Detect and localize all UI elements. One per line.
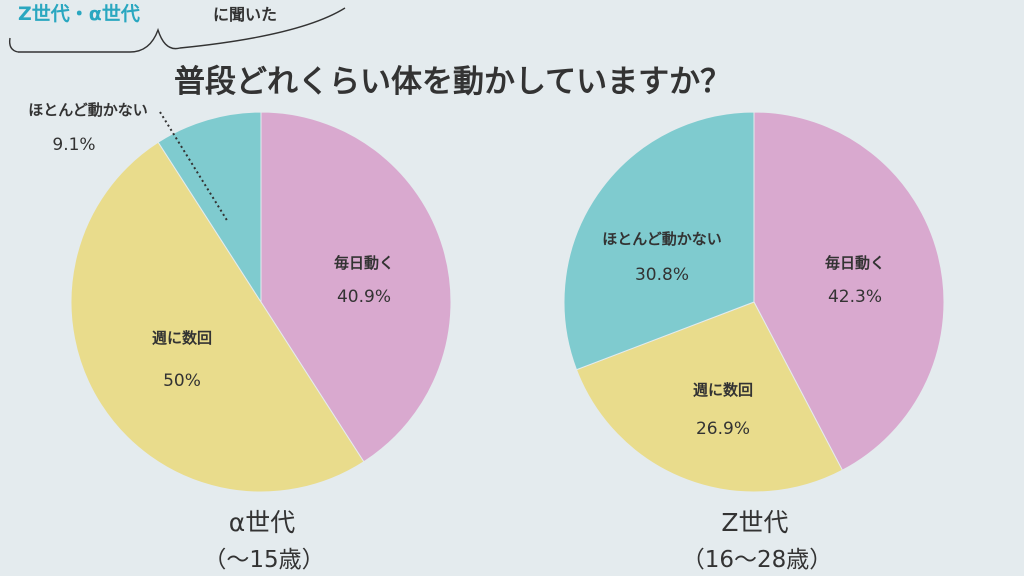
header-tag: Z世代・α世代 に聞いた: [8, 3, 346, 53]
slice-value: 30.8%: [635, 265, 689, 285]
slice-value: 26.9%: [696, 419, 750, 439]
group-sub-alpha: （〜15歳）: [203, 547, 324, 573]
page-title: 普段どれくらい体を動かしていますか？: [174, 64, 731, 100]
slice-label: 毎日動く: [334, 254, 394, 272]
slice-daily: [753, 111, 945, 471]
slice-label: ほとんど動かない: [28, 101, 148, 119]
slice-label: 週に数回: [152, 329, 212, 347]
slice-label: 毎日動く: [825, 254, 885, 272]
slice-label: ほとんど動かない: [602, 230, 722, 248]
slice-label: 週に数回: [693, 381, 753, 399]
speech-bubble-left-curve: [8, 37, 19, 53]
tag-highlight: Z世代・α世代: [18, 3, 140, 25]
slice-value: 50%: [163, 371, 201, 391]
slice-weekly: [70, 141, 365, 493]
slice-value: 42.3%: [828, 287, 882, 307]
group-sub-z: （16〜28歳）: [682, 547, 833, 573]
slice-weekly: [575, 301, 844, 493]
labels-alpha: 毎日動く 40.9% 週に数回 50% ほとんど動かない 9.1%: [28, 101, 394, 391]
speech-bubble-line: [18, 7, 346, 53]
slice-value: 40.9%: [337, 287, 391, 307]
slice-rarely: [157, 111, 262, 304]
slice-daily: [260, 111, 452, 463]
labels-z: 毎日動く 42.3% 週に数回 26.9% ほとんど動かない 30.8%: [602, 230, 885, 439]
pie-chart-alpha: [70, 111, 452, 493]
group-label-z: Z世代: [721, 508, 788, 537]
tag-rest: に聞いた: [213, 5, 277, 24]
pie-chart-z: [563, 111, 945, 493]
slice-value: 9.1%: [52, 135, 95, 155]
group-label-alpha: α世代: [229, 508, 295, 537]
slice-rarely: [563, 111, 755, 371]
leader-line: [159, 111, 229, 223]
